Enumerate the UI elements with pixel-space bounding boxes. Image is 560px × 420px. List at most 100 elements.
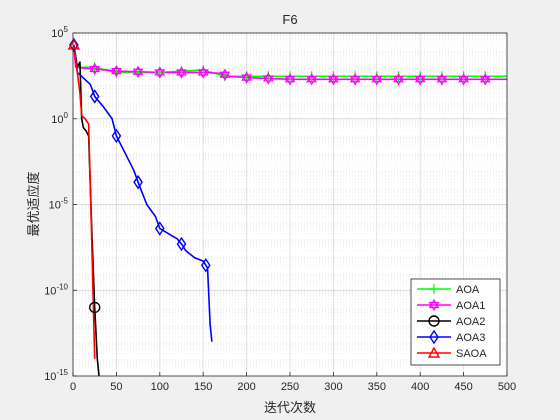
data-point [284, 73, 296, 86]
series-markers-aoa1 [89, 62, 491, 86]
hexagram-triangle-up [111, 64, 122, 75]
y-axis-label: 最优适应度 [26, 171, 42, 236]
data-point [371, 73, 383, 86]
hexagram-triangle-down [262, 75, 274, 85]
data-point [219, 68, 231, 81]
x-tick-label: 450 [454, 381, 472, 393]
legend-entry-aoa2: AOA2 [417, 315, 485, 328]
y-tick-label: 10-10 [44, 282, 68, 297]
x-tick-label: 50 [110, 381, 122, 393]
data-point [197, 66, 209, 79]
series-line-aoa3 [73, 44, 213, 342]
hexagram-triangle-down [371, 76, 383, 86]
hexagram-triangle-up [428, 298, 440, 309]
hexagram-triangle-down [284, 76, 296, 86]
hexagram-triangle-up [371, 73, 383, 83]
y-tick-label: 105 [51, 25, 68, 40]
hexagram-triangle-up [306, 73, 318, 83]
data-point [306, 73, 318, 86]
x-tick-label: 500 [498, 381, 516, 393]
hexagram-triangle-up [458, 73, 469, 83]
legend-label: AOA [456, 284, 480, 296]
hexagram-triangle-up [414, 73, 426, 83]
hexagram-triangle-up [197, 66, 209, 76]
hexagram-triangle-down [306, 76, 318, 86]
hexagram-triangle-down [436, 76, 448, 86]
data-point [262, 72, 274, 85]
y-ticks: 10-15 10-10 10-5 100 105 [44, 25, 77, 383]
series-markers [67, 37, 491, 314]
data-point [349, 73, 361, 86]
legend-entry-aoa3: AOA3 [417, 329, 485, 345]
hexagram-triangle-up [262, 72, 274, 82]
data-point [414, 73, 426, 86]
data-point [328, 73, 339, 86]
legend-label: SAOA [456, 348, 487, 360]
legend-label: AOA1 [456, 300, 485, 312]
hexagram-triangle-up [89, 62, 101, 73]
hexagram-triangle-up [241, 71, 252, 81]
legend-entry-aoa: AOA [417, 284, 480, 296]
legend-box [410, 278, 501, 366]
x-ticks: 0 50 100 150 200 250 300 350 400 450 500 [70, 372, 516, 393]
x-tick-label: 250 [281, 381, 299, 393]
data-point [132, 65, 144, 78]
legend-label: AOA2 [456, 316, 485, 328]
legend-entry-saoa: SAOA [417, 346, 487, 360]
series-line-aoa2 [73, 44, 100, 377]
hexagram-triangle-down [414, 76, 426, 86]
x-tick-label: 350 [368, 381, 386, 393]
hexagram-triangle-down [479, 76, 491, 86]
series-line-saoa [73, 44, 96, 359]
y-tick-label: 100 [51, 111, 68, 126]
legend-label: AOA3 [456, 332, 485, 344]
hexagram-triangle-down [197, 69, 209, 79]
hexagram-triangle-down [458, 76, 469, 86]
hexagram-triangle-down [349, 76, 361, 86]
x-tick-label: 200 [237, 381, 255, 393]
hexagram-triangle-up [154, 66, 166, 76]
data-point [69, 37, 79, 53]
data-point [458, 73, 469, 86]
hexagram-triangle-down [154, 69, 166, 79]
data-point [436, 73, 448, 86]
data-point [154, 221, 165, 236]
hexagram-triangle-up [284, 73, 296, 83]
y-tick-label: 10-5 [49, 197, 69, 212]
data-point [67, 38, 81, 50]
hexagram-triangle-down [89, 65, 101, 76]
data-point [89, 62, 101, 76]
x-axis-label: 迭代次数 [264, 400, 316, 416]
data-point [133, 174, 143, 190]
hexagram-triangle-down [393, 76, 404, 86]
hexagram-triangle-up [176, 66, 187, 76]
x-tick-label: 0 [70, 381, 76, 393]
data-point [393, 73, 404, 86]
hexagram-triangle-up [436, 73, 448, 83]
series-markers-aoa3 [69, 37, 211, 273]
hexagram-triangle-up [132, 65, 144, 75]
x-tick-label: 400 [411, 381, 429, 393]
data-point [427, 346, 441, 358]
data-point [200, 257, 211, 273]
hexagram-triangle-down [132, 68, 144, 78]
data-point [429, 284, 439, 294]
data-point [241, 71, 252, 84]
hexagram-triangle-down [328, 76, 339, 86]
x-tick-label: 100 [151, 381, 169, 393]
legend: AOA AOA1 AOA2 AOA3 SAOA [410, 278, 501, 366]
y-tick-label: 10-15 [44, 368, 68, 383]
chart-title: F6 [282, 12, 297, 27]
data-point [176, 236, 187, 252]
data-point [176, 66, 187, 79]
data-point [428, 315, 440, 327]
hexagram-triangle-down [241, 74, 252, 84]
series-markers-saoa [67, 38, 81, 50]
x-tick-label: 150 [194, 381, 212, 393]
hexagram-triangle-down [111, 68, 122, 78]
hexagram-triangle-down [176, 69, 187, 79]
hexagram-triangle-up [328, 73, 339, 83]
hexagram-triangle-up [479, 73, 491, 83]
hexagram-triangle-down [428, 301, 440, 312]
